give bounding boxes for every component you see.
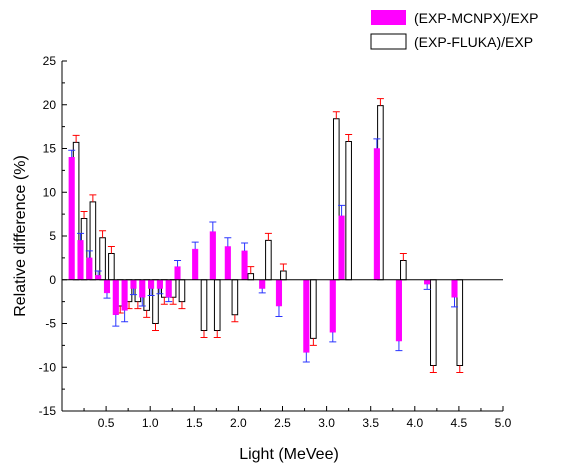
- bar-mcnpx: [139, 279, 146, 298]
- bar-mcnpx: [373, 148, 380, 280]
- bar-mcnpx: [165, 279, 172, 298]
- x-tick-label: 3.0: [318, 416, 335, 430]
- legend-label-fluka: (EXP-FLUKA)/EXP: [414, 34, 533, 50]
- x-tick-label: 2.0: [230, 416, 247, 430]
- bar-mcnpx: [451, 279, 458, 298]
- axes: [61, 60, 504, 412]
- bar-mcnpx: [275, 279, 283, 307]
- bar-mcnpx: [192, 248, 199, 280]
- tick-labels: -15 -10 -5 0 5 10 15 20 25 0.5 1.0 1.5 2.0 2.5 3.0 3.5 4…: [39, 54, 512, 430]
- x-tick-label: 2.5: [274, 416, 291, 430]
- bar-mcnpx: [130, 279, 137, 289]
- bar-fluka: [310, 279, 317, 339]
- bar-fluka: [345, 141, 352, 281]
- bar-fluka: [430, 279, 437, 366]
- y-tick-label: 10: [43, 185, 57, 199]
- y-tick-label: -10: [39, 360, 57, 374]
- bar-mcnpx: [112, 279, 119, 315]
- bar-fluka: [99, 237, 106, 281]
- y-tick-label: 15: [43, 142, 57, 156]
- bar-fluka: [200, 279, 208, 331]
- bar-mcnpx: [174, 266, 181, 280]
- bar-mcnpx: [303, 279, 310, 353]
- y-tick-label: 5: [49, 229, 56, 243]
- x-tick-label: 4.0: [406, 416, 423, 430]
- bar-mcnpx: [103, 279, 111, 294]
- bar-mcnpx: [209, 231, 216, 280]
- bar-mcnpx: [77, 240, 84, 280]
- bar-fluka: [178, 279, 186, 303]
- x-tick-label: 0.5: [98, 416, 115, 430]
- x-tick-label: 3.5: [362, 416, 379, 430]
- y-tick-label: 20: [43, 98, 57, 112]
- bar-fluka: [400, 260, 407, 281]
- y-tick-label: 0: [49, 273, 56, 287]
- bar-mcnpx: [338, 215, 345, 280]
- y-tick-label: 25: [43, 54, 57, 68]
- bar-fluka: [247, 273, 255, 281]
- bar-mcnpx: [121, 279, 128, 311]
- legend-swatch-fluka: [370, 33, 407, 50]
- bar-mcnpx: [424, 279, 431, 285]
- bar-mcnpx: [241, 250, 248, 280]
- bar-mcnpx: [156, 279, 163, 289]
- bar-mcnpx: [329, 279, 336, 333]
- bar-fluka: [456, 279, 464, 366]
- legend-swatch-mcnpx: [371, 10, 406, 25]
- bar-fluka: [231, 279, 239, 316]
- legend: (EXP-MCNPX)/EXP (EXP-FLUKA)/EXP: [370, 10, 538, 50]
- y-tick-label: -5: [45, 317, 56, 331]
- bar-mcnpx: [395, 279, 402, 342]
- x-tick-label: 4.5: [451, 416, 468, 430]
- bar-mcnpx: [148, 279, 155, 289]
- bar-fluka: [213, 279, 221, 331]
- bar-mcnpx: [68, 157, 75, 280]
- x-tick-label: 1.0: [142, 416, 159, 430]
- x-tick-label: 1.5: [186, 416, 203, 430]
- bar-mcnpx: [224, 246, 231, 280]
- bar-mcnpx: [86, 257, 93, 280]
- bar-fluka: [280, 270, 287, 281]
- x-axis-title: Light (MeVee): [239, 446, 339, 463]
- y-axis-title: Relative difference (%): [12, 155, 29, 317]
- series-fluka-bars: [72, 98, 464, 373]
- bar-fluka: [333, 118, 340, 281]
- bar-mcnpx: [259, 279, 266, 289]
- bar-fluka: [265, 239, 272, 281]
- x-tick-label: 5.0: [495, 416, 512, 430]
- series-mcnpx-bars: [68, 138, 458, 363]
- bar-fluka: [108, 253, 115, 281]
- y-tick-label: -15: [39, 404, 57, 418]
- legend-label-mcnpx: (EXP-MCNPX)/EXP: [414, 10, 538, 26]
- bar-mcnpx: [95, 275, 102, 280]
